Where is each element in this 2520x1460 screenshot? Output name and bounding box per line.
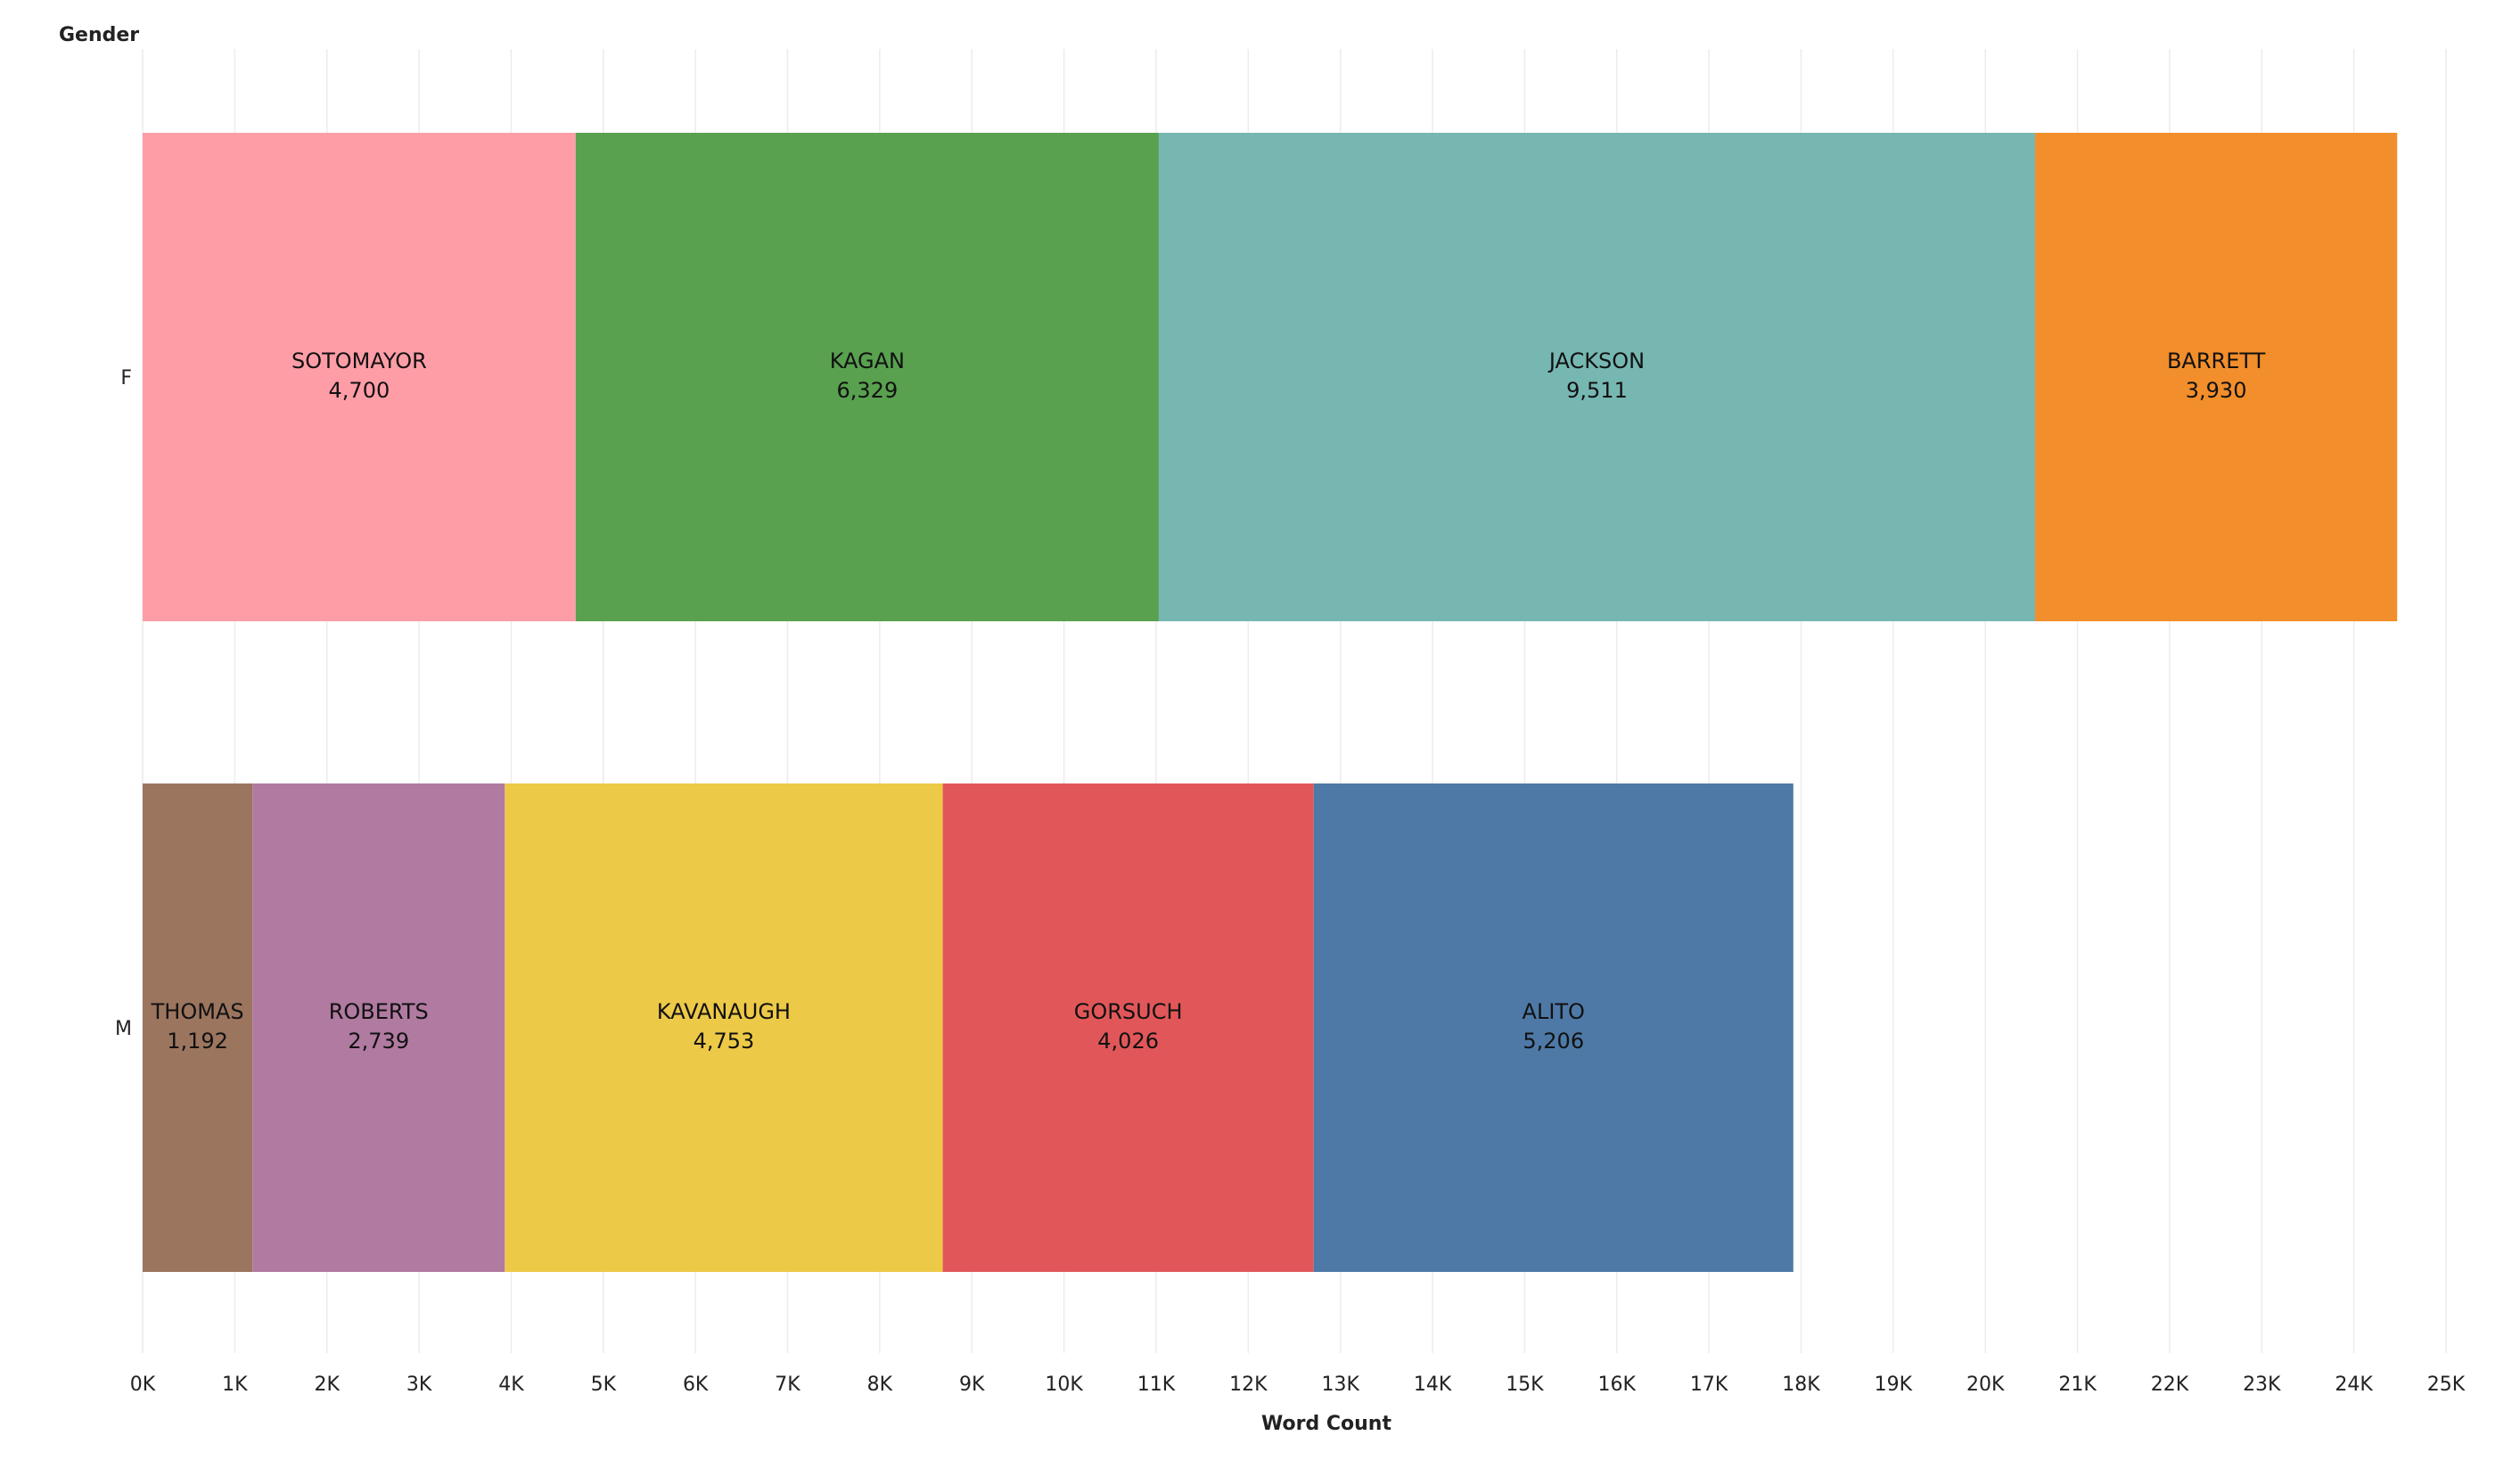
bar-segment xyxy=(143,783,253,1272)
x-tick-label: 7K xyxy=(775,1374,800,1396)
x-axis-title: Word Count xyxy=(1261,1413,1391,1435)
x-tick-label: 25K xyxy=(2427,1374,2466,1396)
bar-segment-name-label: THOMAS xyxy=(151,999,244,1024)
bar-segment-name-label: KAGAN xyxy=(830,349,905,373)
y-axis-title: Gender xyxy=(59,24,139,46)
bar-segment-value-label: 9,511 xyxy=(1566,378,1628,403)
x-tick-label: 0K xyxy=(130,1374,156,1396)
x-tick-label: 23K xyxy=(2243,1374,2281,1396)
x-tick-label: 17K xyxy=(1690,1374,1728,1396)
bar-segment-name-label: BARRETT xyxy=(2167,349,2266,373)
bar-segment-name-label: SOTOMAYOR xyxy=(291,349,427,373)
bar-segment-value-label: 4,753 xyxy=(694,1029,755,1054)
bar-segment-name-label: KAVANAUGH xyxy=(657,999,791,1024)
x-tick-label: 20K xyxy=(1966,1374,2005,1396)
bar-segment-value-label: 4,026 xyxy=(1097,1029,1159,1054)
x-tick-label: 6K xyxy=(683,1374,709,1396)
bar-segment xyxy=(2035,133,2398,621)
x-tick-label: 13K xyxy=(1321,1374,1359,1396)
bar-segment-name-label: GORSUCH xyxy=(1074,999,1183,1024)
x-tick-label: 2K xyxy=(315,1374,341,1396)
bar-segment-name-label: ALITO xyxy=(1523,999,1585,1024)
axes: Gender Word Count 0K 1K 2K 3K 4K 5K 6K 7K 8K 9K 10… xyxy=(59,24,2466,1435)
bar-segment-value-label: 4,700 xyxy=(329,378,390,403)
x-tick-label: 12K xyxy=(1229,1374,1268,1396)
x-tick-label: 11K xyxy=(1137,1374,1176,1396)
x-tick-label: 16K xyxy=(1598,1374,1637,1396)
x-tick-label: 8K xyxy=(867,1374,893,1396)
bar-segment-name-label: JACKSON xyxy=(1547,349,1645,373)
bar-segment-name-label: ROBERTS xyxy=(329,999,429,1024)
x-tick-label: 15K xyxy=(1506,1374,1544,1396)
x-tick-label: 22K xyxy=(2151,1374,2189,1396)
bar-segment xyxy=(1313,783,1794,1272)
x-tick-label: 5K xyxy=(591,1374,617,1396)
bar-segment-value-label: 5,206 xyxy=(1523,1029,1584,1054)
bar-segment xyxy=(252,783,505,1272)
x-tick-label: 3K xyxy=(406,1374,432,1396)
x-tick-label: 19K xyxy=(1875,1374,1913,1396)
bar-segment-value-label: 3,930 xyxy=(2186,378,2247,403)
bar-segment-value-label: 2,739 xyxy=(348,1029,409,1054)
x-tick-label: 4K xyxy=(498,1374,524,1396)
bars xyxy=(143,133,2398,1272)
bar-segment xyxy=(942,783,1314,1272)
bar-segment xyxy=(1158,133,2036,621)
bar-segment xyxy=(143,133,576,621)
bar-labels: SOTOMAYOR 4,700 KAGAN 6,329 JACKSON 9,511 BARR… xyxy=(151,349,2266,1054)
bar-segment xyxy=(505,783,943,1272)
x-tick-label: 24K xyxy=(2335,1374,2373,1396)
x-tick-label: 21K xyxy=(2058,1374,2097,1396)
y-category-label: M xyxy=(115,1018,132,1040)
x-tick-label: 1K xyxy=(222,1374,248,1396)
bar-segment xyxy=(575,133,1159,621)
bar-segment-value-label: 6,329 xyxy=(837,378,899,403)
x-tick-label: 9K xyxy=(959,1374,985,1396)
x-tick-label: 18K xyxy=(1782,1374,1820,1396)
bar-segment-value-label: 1,192 xyxy=(167,1029,228,1054)
x-tick-label: 14K xyxy=(1414,1374,1452,1396)
y-category-label: F xyxy=(120,367,132,390)
x-tick-label: 10K xyxy=(1045,1374,1083,1396)
